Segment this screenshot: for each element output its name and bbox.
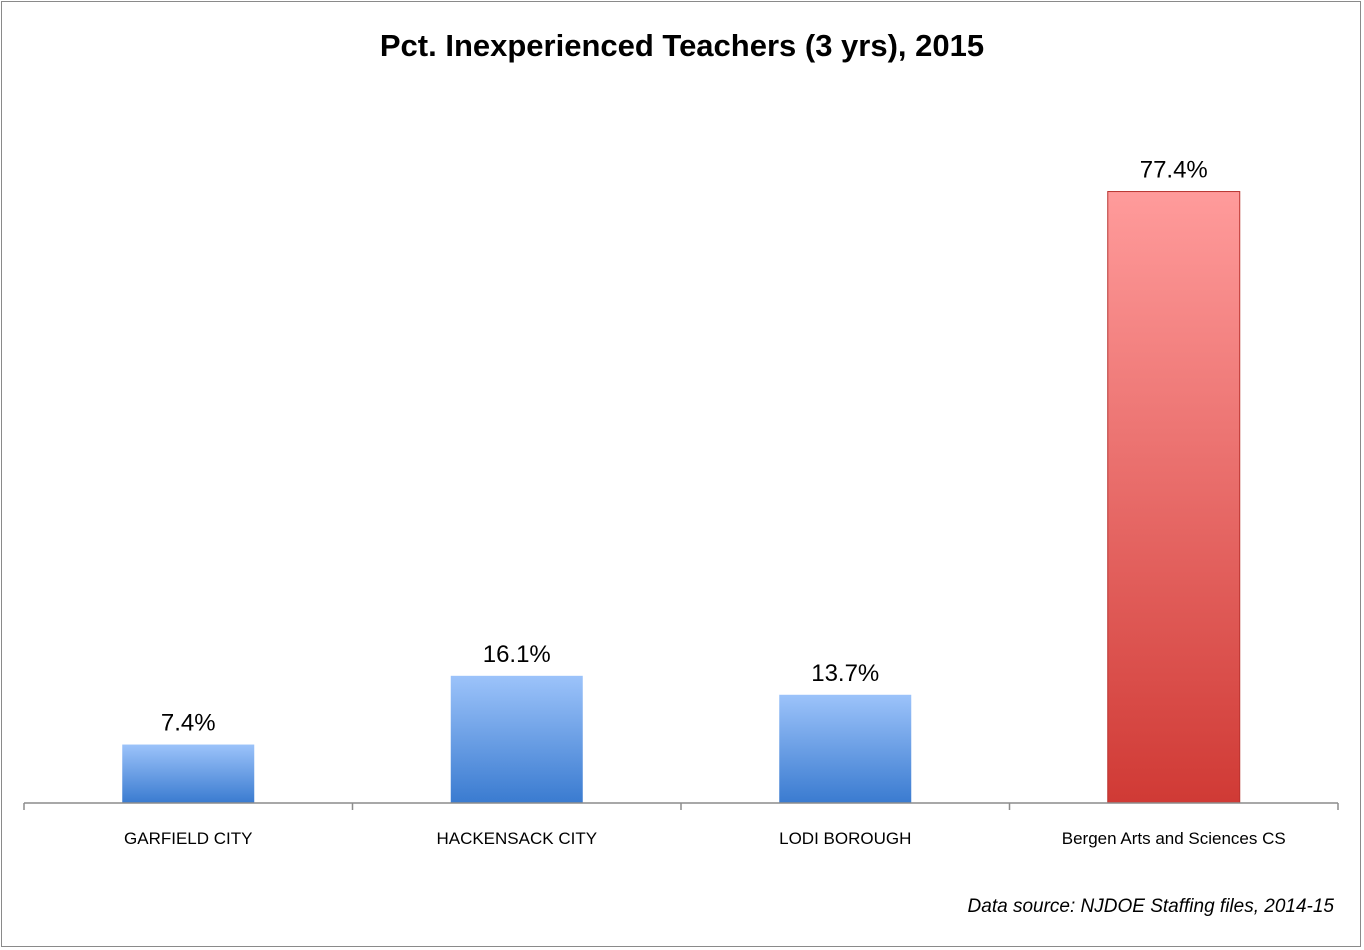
category-label-4: Bergen Arts and Sciences CS xyxy=(1062,829,1286,848)
bar-4 xyxy=(1107,191,1241,804)
bar-3 xyxy=(779,694,912,803)
data-label-4: 77.4% xyxy=(1140,157,1208,184)
data-label-1: 7.4% xyxy=(161,710,216,737)
chart-title: Pct. Inexperienced Teachers (3 yrs), 201… xyxy=(379,28,985,63)
category-label-2: HACKENSACK CITY xyxy=(436,829,597,848)
x-axis xyxy=(23,802,1339,810)
bars-layer xyxy=(122,191,1241,804)
category-label-1: GARFIELD CITY xyxy=(124,829,252,848)
bar-1 xyxy=(122,744,255,803)
labels-layer: 7.4% GARFIELD CITY 16.1% HACKENSACK CITY 13.… xyxy=(124,157,1286,848)
data-source-note: Data source: NJDOE Staffing files, 2014-… xyxy=(967,896,1334,917)
data-label-3: 13.7% xyxy=(811,660,879,687)
data-label-2: 16.1% xyxy=(483,641,551,668)
category-label-3: LODI BOROUGH xyxy=(779,829,911,848)
bar-2 xyxy=(450,675,583,803)
